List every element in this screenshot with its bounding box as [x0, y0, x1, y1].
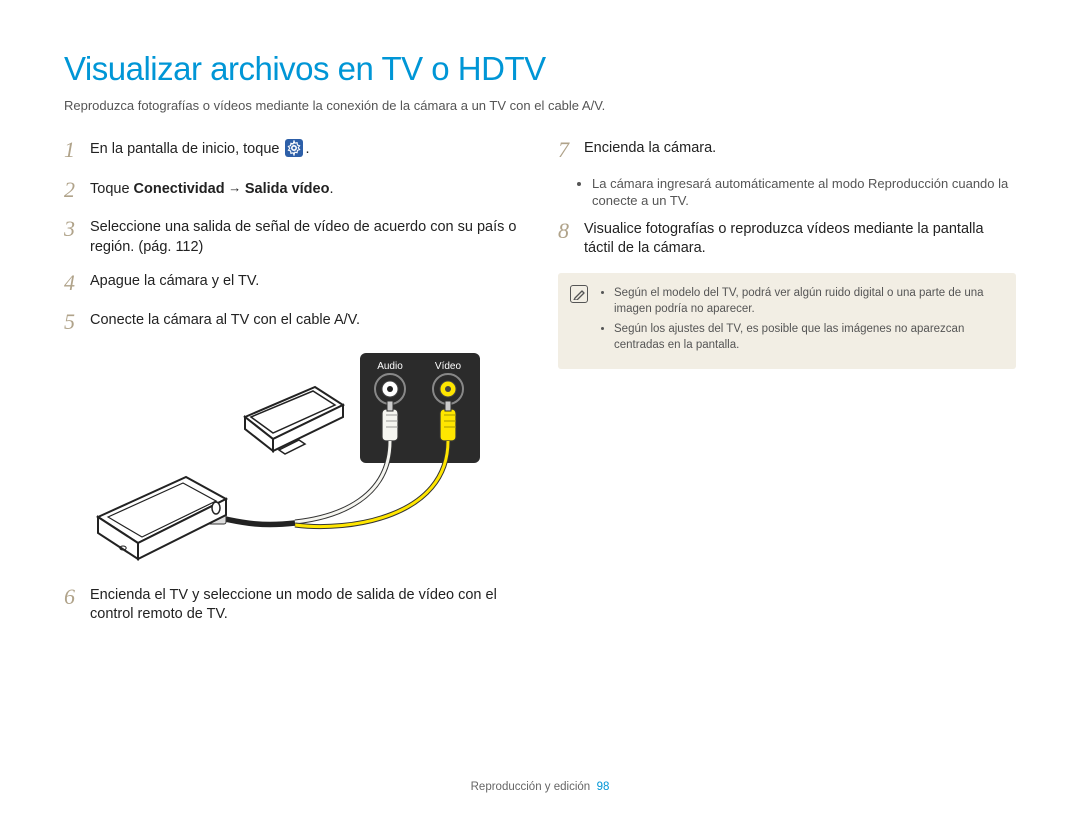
- step-text: Seleccione una salida de señal de vídeo …: [90, 214, 522, 257]
- step-2: 2 Toque Conectividad → Salida vídeo.: [64, 175, 522, 205]
- step-number: 6: [64, 582, 90, 625]
- camera-icon: [98, 477, 226, 559]
- tv-icon: [245, 387, 343, 454]
- step-text: En la pantalla de inicio, toque .: [90, 135, 310, 165]
- merged-cable: [225, 519, 295, 524]
- note-icon: [570, 285, 588, 303]
- step-number: 1: [64, 135, 90, 165]
- step-bold-2: Salida vídeo: [245, 181, 330, 197]
- note-box: Según el modelo del TV, podrá ver algún …: [558, 273, 1016, 369]
- step-text-pre: En la pantalla de inicio, toque: [90, 141, 283, 157]
- step-text: Encienda la cámara.: [584, 135, 716, 165]
- manual-page: Visualizar archivos en TV o HDTV Reprodu…: [0, 0, 1080, 815]
- step-text-post: .: [329, 181, 333, 197]
- step-number: 5: [64, 307, 90, 337]
- diagram-svg: Audio Vídeo: [90, 347, 490, 567]
- footer-section: Reproducción y edición: [471, 781, 591, 793]
- note-item-2: Según los ajustes del TV, es posible que…: [614, 321, 1002, 353]
- settings-gear-icon: [285, 139, 303, 157]
- step-number: 2: [64, 175, 90, 205]
- arrow-icon: →: [225, 180, 245, 195]
- note-list: Según el modelo del TV, podrá ver algún …: [600, 285, 1002, 353]
- step-text: Conecte la cámara al TV con el cable A/V…: [90, 307, 360, 337]
- step-text: Toque Conectividad → Salida vídeo.: [90, 175, 333, 205]
- step-4: 4 Apague la cámara y el TV.: [64, 268, 522, 298]
- step-7: 7 Encienda la cámara.: [558, 135, 1016, 165]
- step-6: 6 Encienda el TV y seleccione un modo de…: [64, 582, 522, 625]
- two-column-layout: 1 En la pantalla de inicio, toque . 2 To…: [64, 135, 1016, 635]
- step-5: 5 Conecte la cámara al TV con el cable A…: [64, 307, 522, 337]
- step-number: 8: [558, 216, 584, 259]
- step-1: 1 En la pantalla de inicio, toque .: [64, 135, 522, 165]
- video-label: Vídeo: [435, 361, 462, 372]
- right-column: 7 Encienda la cámara. La cámara ingresar…: [558, 135, 1016, 635]
- audio-label: Audio: [377, 361, 403, 372]
- step-number: 4: [64, 268, 90, 298]
- step-3: 3 Seleccione una salida de señal de víde…: [64, 214, 522, 257]
- page-footer: Reproducción y edición 98: [0, 781, 1080, 793]
- connection-diagram: Audio Vídeo: [90, 347, 522, 572]
- step-text: Apague la cámara y el TV.: [90, 268, 259, 298]
- step-number: 7: [558, 135, 584, 165]
- footer-page-number: 98: [597, 781, 610, 793]
- page-subtitle: Reproduzca fotografías o vídeos mediante…: [64, 98, 1016, 113]
- step-8: 8 Visualice fotografías o reproduzca víd…: [558, 216, 1016, 259]
- note-item-1: Según el modelo del TV, podrá ver algún …: [614, 285, 1002, 317]
- step-7-sublist: La cámara ingresará automáticamente al m…: [558, 175, 1016, 210]
- left-column: 1 En la pantalla de inicio, toque . 2 To…: [64, 135, 522, 635]
- step-bold-1: Conectividad: [134, 181, 225, 197]
- step-text: Visualice fotografías o reproduzca vídeo…: [584, 216, 1016, 259]
- page-title: Visualizar archivos en TV o HDTV: [64, 50, 1016, 88]
- step-text-pre: Toque: [90, 181, 134, 197]
- step-7-subitem: La cámara ingresará automáticamente al m…: [592, 175, 1016, 210]
- step-text-post: .: [305, 141, 309, 157]
- step-number: 3: [64, 214, 90, 257]
- step-text: Encienda el TV y seleccione un modo de s…: [90, 582, 522, 625]
